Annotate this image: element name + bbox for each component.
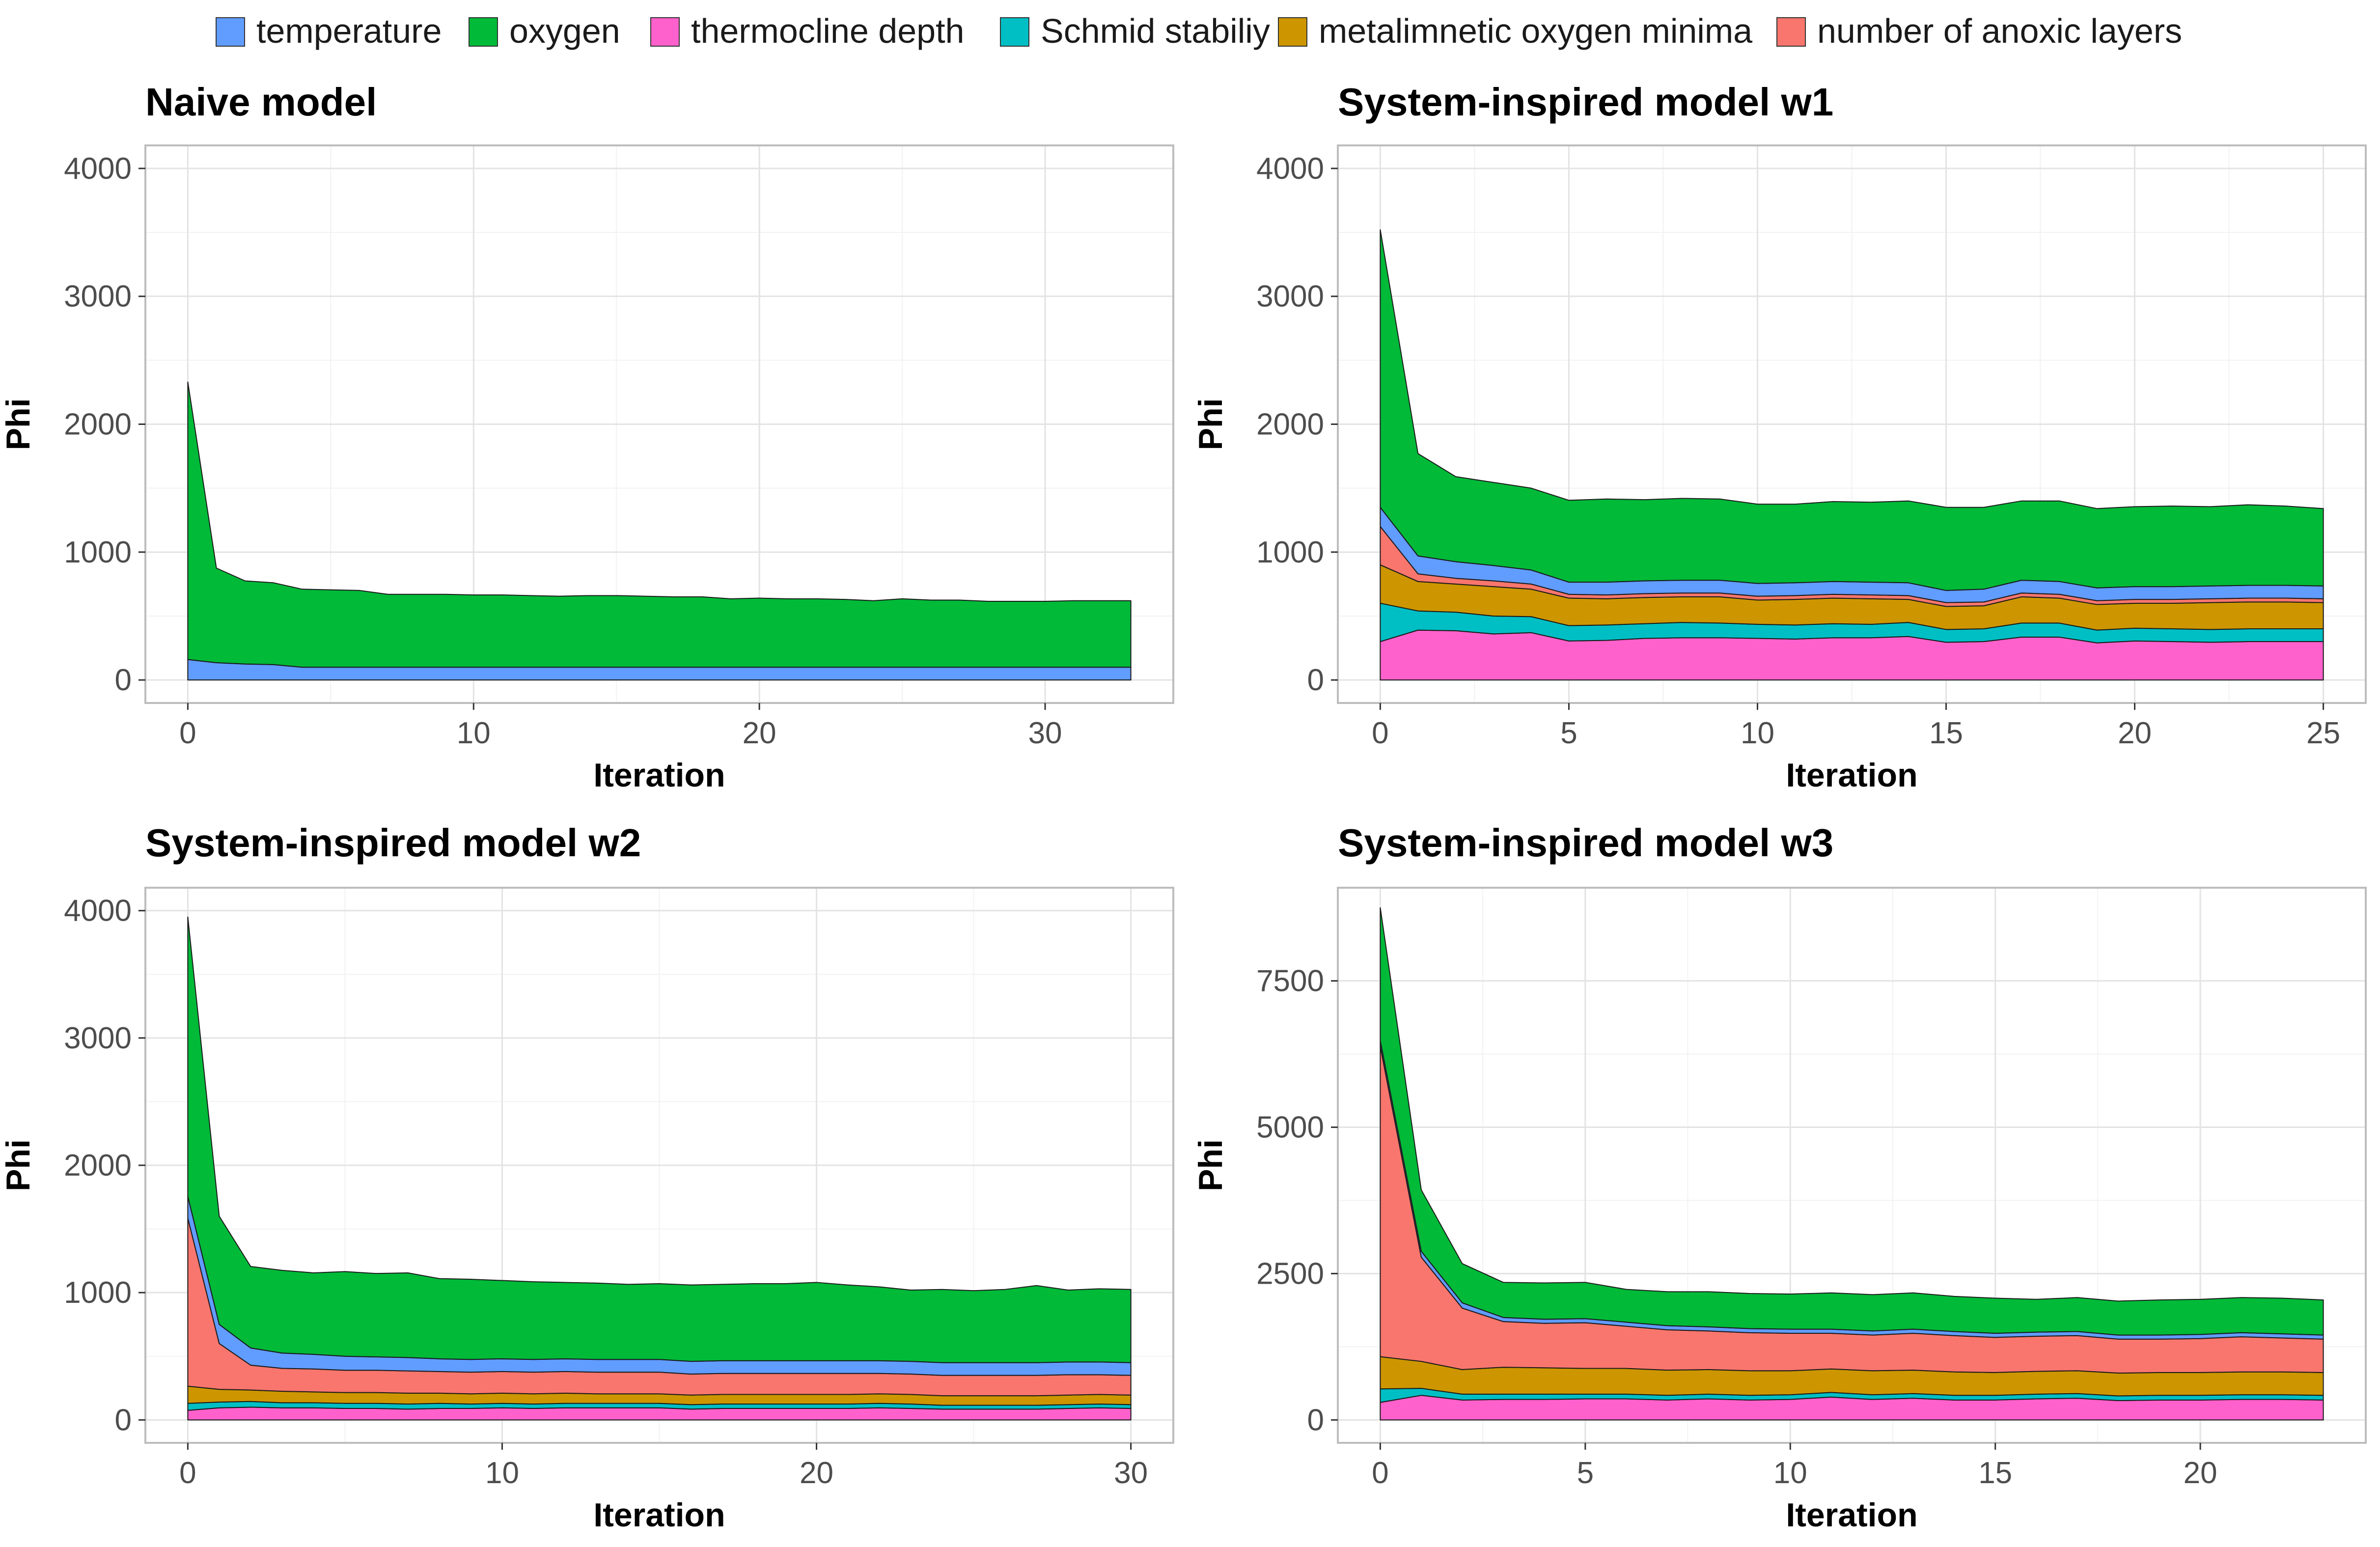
legend-label-metalimnetic-oxygen-minima: metalimnetic oxygen minima [1319,12,1752,50]
panel-naive-model: Naive model 0 10 20 30 0 1000 2000 3000 4000 Itera… [0,80,1174,794]
area-oxygen [187,916,1132,1363]
x-tick-label: 20 [743,716,776,750]
x-axis-title: Iteration [1786,757,1917,794]
area-oxygen [187,381,1132,668]
legend-swatch-temperature [216,17,245,47]
y-tick-label: 2000 [1256,408,1324,442]
panel-system-inspired-model-w3: System-inspired model w3 0 5 10 15 20 0 2500 500… [1192,821,2367,1534]
x-tick-label: 10 [1741,716,1774,750]
x-tick-label: 20 [2118,716,2152,750]
y-tick-label: 0 [1307,1403,1324,1437]
legend-item-number-of-anoxic-layers: number of anoxic layers [1776,12,2182,50]
y-tick-label: 1000 [1256,535,1324,569]
y-tick-label: 0 [1307,663,1324,697]
y-tick-label: 1000 [64,535,132,569]
x-tick-label: 0 [179,716,196,750]
x-tick-label: 15 [1929,716,1963,750]
x-tick-label: 5 [1560,716,1577,750]
legend-swatch-metalimnetic-oxygen-minima [1278,17,1307,47]
x-axis-title: Iteration [593,757,725,794]
y-tick-label: 3000 [64,280,132,313]
x-tick-label: 15 [1978,1456,2012,1490]
y-tick-label: 1000 [64,1276,132,1310]
y-tick-label: 0 [115,663,132,697]
legend-item-thermocline-depth: thermocline depth [650,12,964,50]
y-tick-label: 4000 [64,152,132,186]
y-tick-label: 3000 [64,1021,132,1055]
legend-item-metalimnetic-oxygen-minima: metalimnetic oxygen minima [1278,12,1752,50]
x-tick-label: 10 [457,716,491,750]
y-tick-label: 4000 [1256,152,1324,186]
y-tick-label: 4000 [64,894,132,928]
panel-system-inspired-model-w1: System-inspired model w1 0 5 10 15 20 25 0 1000 2… [1192,80,2367,794]
area-oxygen [1380,907,2324,1336]
axes: 0 5 10 15 20 0 2500 5000 7500 Iteration Phi [1192,964,2217,1534]
panel-system-inspired-model-w2: System-inspired model w2 0 10 20 30 0 1000 2000… [0,821,1174,1534]
stacked-areas [187,916,1132,1421]
axes: 0 10 20 30 0 1000 2000 3000 4000 Iteration Phi [0,152,1062,794]
y-tick-label: 5000 [1256,1111,1324,1145]
x-tick-label: 10 [1773,1456,1807,1490]
panel-title: System-inspired model w1 [1338,80,1833,124]
legend: temperature oxygen thermocline depth Schmid… [216,12,2182,50]
x-tick-label: 25 [2306,716,2340,750]
panel-title: System-inspired model w2 [145,821,641,865]
y-tick-label: 7500 [1256,964,1324,998]
legend-label-oxygen: oxygen [509,12,620,50]
legend-label-schmid-stabiliy: Schmid stabiliy [1041,12,1270,50]
x-tick-label: 30 [1114,1456,1148,1490]
y-tick-label: 2000 [64,408,132,442]
legend-item-temperature: temperature [216,12,442,50]
axes: 0 10 20 30 0 1000 2000 3000 4000 Iteration Phi [0,894,1148,1534]
y-tick-label: 2000 [64,1149,132,1182]
y-axis-title: Phi [0,398,37,450]
panel-title: System-inspired model w3 [1338,821,1833,865]
y-tick-label: 3000 [1256,280,1324,313]
area-oxygen [1380,229,2324,591]
legend-item-oxygen: oxygen [469,12,620,50]
x-tick-label: 0 [1372,1456,1388,1490]
y-axis-title: Phi [1192,1139,1229,1191]
y-axis-title: Phi [1192,398,1229,450]
x-tick-label: 20 [2184,1456,2217,1490]
legend-swatch-thermocline-depth [650,17,680,47]
x-axis-title: Iteration [1786,1496,1917,1534]
y-axis-title: Phi [0,1139,37,1191]
x-tick-label: 10 [485,1456,519,1490]
legend-label-number-of-anoxic-layers: number of anoxic layers [1817,12,2182,50]
legend-label-thermocline-depth: thermocline depth [691,12,964,50]
y-tick-label: 2500 [1256,1257,1324,1291]
stacked-areas [187,381,1132,681]
stacked-areas [1380,229,2324,681]
legend-item-schmid-stabiliy: Schmid stabiliy [1000,12,1270,50]
y-tick-label: 0 [115,1403,132,1437]
x-tick-label: 0 [179,1456,196,1490]
x-tick-label: 5 [1577,1456,1594,1490]
x-axis-title: Iteration [593,1496,725,1534]
legend-label-temperature: temperature [256,12,442,50]
panel-border [1337,887,2367,1444]
legend-swatch-oxygen [469,17,498,47]
x-tick-label: 30 [1028,716,1062,750]
legend-swatch-schmid-stabiliy [1000,17,1029,47]
panel-title: Naive model [145,80,377,124]
x-tick-label: 20 [800,1456,833,1490]
axes: 0 5 10 15 20 25 0 1000 2000 3000 4000 Iteration Phi [1192,152,2340,794]
x-tick-label: 0 [1372,716,1388,750]
stacked-areas [1380,907,2324,1421]
legend-swatch-number-of-anoxic-layers [1776,17,1806,47]
